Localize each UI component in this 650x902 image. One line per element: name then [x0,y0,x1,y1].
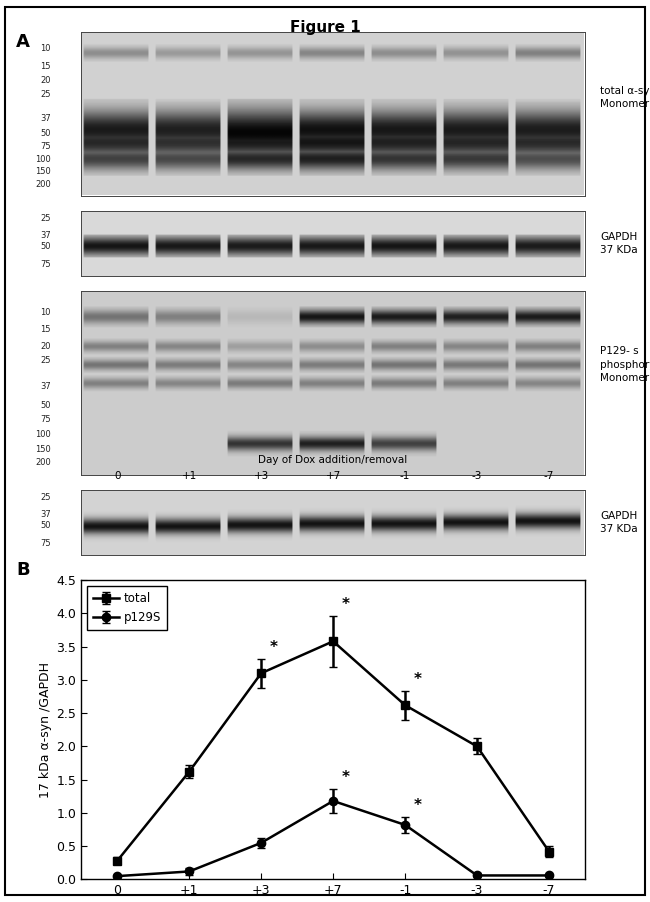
Text: total α-syn
Monomer 17KDa: total α-syn Monomer 17KDa [600,86,650,109]
Text: B: B [16,561,30,579]
Text: 50: 50 [40,400,51,410]
Text: *: * [342,597,350,612]
Text: 25: 25 [40,356,51,365]
Text: 20: 20 [40,77,51,86]
Text: 100: 100 [35,155,51,164]
Text: 15: 15 [40,325,51,334]
Text: Figure 1: Figure 1 [290,20,360,35]
Legend: total, p129S: total, p129S [87,586,167,630]
Text: 37: 37 [40,382,51,391]
Text: -7: -7 [544,471,554,481]
Text: 0: 0 [114,471,120,481]
Text: *: * [342,770,350,785]
Text: -3: -3 [472,471,482,481]
Text: 150: 150 [35,167,51,176]
Text: GAPDH
37 KDa: GAPDH 37 KDa [600,511,638,534]
Text: 25: 25 [40,214,51,223]
Text: +1: +1 [181,471,197,481]
Text: 50: 50 [40,521,51,530]
Text: A: A [16,33,30,51]
Text: *: * [414,798,422,813]
Text: +3: +3 [254,471,269,481]
Text: 15: 15 [40,61,51,70]
Text: 75: 75 [40,415,51,424]
Text: 200: 200 [35,457,51,466]
Text: P129- s
phosphorylated α-syn
Monomer 17KDa: P129- s phosphorylated α-syn Monomer 17K… [600,346,650,382]
Text: 75: 75 [40,260,51,269]
Y-axis label: 17 kDa α-syn /GAPDH: 17 kDa α-syn /GAPDH [39,662,52,797]
Text: 25: 25 [40,89,51,98]
Text: 50: 50 [40,129,51,138]
Text: 50: 50 [40,243,51,252]
Text: 200: 200 [35,180,51,189]
Text: *: * [270,640,278,655]
Text: 25: 25 [40,493,51,502]
Text: 37: 37 [40,511,51,519]
Text: 150: 150 [35,445,51,454]
Text: 10: 10 [40,308,51,318]
Text: 100: 100 [35,430,51,439]
Text: 37: 37 [40,115,51,124]
Text: 75: 75 [40,143,51,152]
Text: GAPDH
37 KDa: GAPDH 37 KDa [600,232,638,255]
Text: Day of Dox addition/removal: Day of Dox addition/removal [259,456,408,465]
Text: 10: 10 [40,43,51,52]
Text: +7: +7 [326,471,341,481]
Text: 20: 20 [40,342,51,351]
Text: 75: 75 [40,539,51,548]
Text: -1: -1 [400,471,410,481]
Text: 37: 37 [40,231,51,240]
Text: *: * [414,672,422,686]
